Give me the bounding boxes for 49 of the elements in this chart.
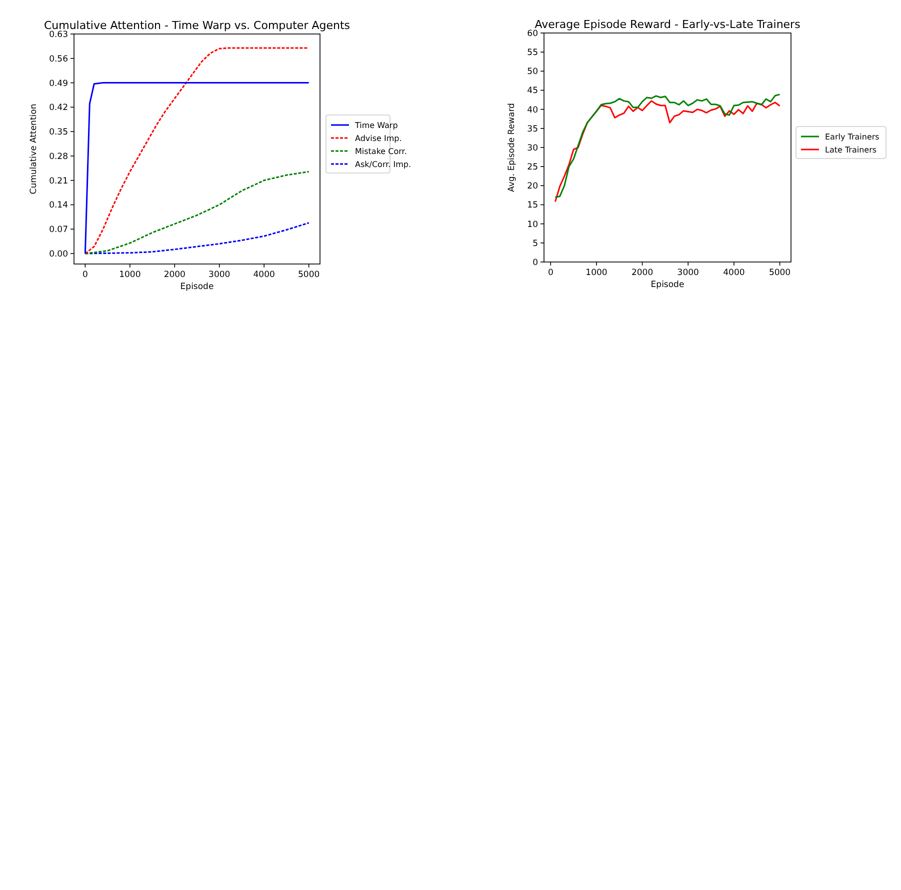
y-tick-label: 0.21 <box>49 176 68 186</box>
legend-label: Early Trainers <box>825 132 880 142</box>
x-tick-label: 4000 <box>253 270 275 280</box>
x-tick-label: 3000 <box>677 268 699 278</box>
legend-label: Late Trainers <box>825 145 877 154</box>
x-tick-label: 2000 <box>164 270 186 280</box>
y-tick-label: 20 <box>527 182 538 192</box>
y-tick-label: 5 <box>532 238 538 249</box>
legend-label: Ask/Corr. Imp. <box>355 160 412 169</box>
y-tick-label: 0.00 <box>49 250 68 260</box>
y-tick-label: 40 <box>527 105 538 116</box>
x-axis-title: Episode <box>650 280 684 290</box>
y-tick-label: 0.63 <box>49 30 68 40</box>
chart-title: Cumulative Attention - Time Warp vs. Computer Agents <box>44 19 350 32</box>
y-tick-label: 45 <box>527 86 538 96</box>
y-tick-label: 60 <box>527 28 538 39</box>
y-tick-label: 50 <box>527 67 538 78</box>
y-tick-label: 25 <box>527 162 538 173</box>
y-tick-label: 0.35 <box>49 128 68 138</box>
y-tick-label: 10 <box>527 220 538 230</box>
chart-title: Average Episode Reward - Early-vs-Late Trainers <box>534 18 801 31</box>
y-tick-label: 0.56 <box>49 54 68 64</box>
x-tick-label: 0 <box>82 270 88 280</box>
x-tick-label: 3000 <box>208 270 230 280</box>
x-tick-label: 1000 <box>586 268 608 278</box>
x-tick-label: 2000 <box>631 268 654 278</box>
y-tick-label: 0.14 <box>49 200 68 211</box>
y-tick-label: 15 <box>527 200 538 211</box>
line-series <box>84 47 310 254</box>
x-tick-label: 1000 <box>119 270 141 280</box>
y-tick-label: 0.28 <box>49 152 68 162</box>
y-tick-label: 0 <box>532 258 538 268</box>
y-tick-label: 0.49 <box>49 78 68 89</box>
y-axis-title: Avg. Episode Reward <box>507 103 517 192</box>
y-axis-title: Cumulative Attention <box>29 104 39 194</box>
line-series <box>84 170 310 254</box>
y-tick-label: 0.07 <box>49 225 68 236</box>
x-tick-label: 5000 <box>298 270 320 280</box>
legend-label: Advise Imp. <box>355 134 402 143</box>
x-axis-title: Episode <box>180 282 214 292</box>
x-tick-label: 4000 <box>723 268 745 278</box>
x-tick-label: 0 <box>548 268 554 278</box>
legend-label: Time Warp <box>354 120 398 130</box>
y-tick-label: 35 <box>527 124 538 134</box>
y-tick-label: 30 <box>527 143 538 154</box>
x-tick-label: 5000 <box>768 268 791 278</box>
y-tick-label: 0.42 <box>49 103 68 114</box>
legend-label: Mistake Corr. <box>355 146 407 156</box>
y-tick-label: 55 <box>527 48 538 58</box>
